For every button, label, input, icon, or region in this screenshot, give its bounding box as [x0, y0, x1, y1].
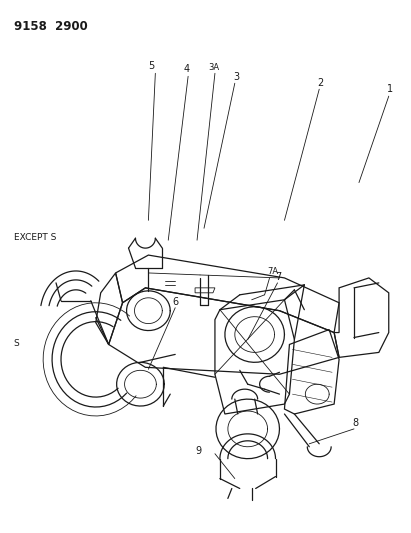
Text: 7: 7 [275, 272, 282, 282]
Text: EXCEPT S: EXCEPT S [14, 233, 56, 242]
Text: 9: 9 [195, 446, 201, 456]
Text: 1: 1 [387, 84, 393, 94]
Text: 2: 2 [317, 78, 323, 88]
Text: 9158  2900: 9158 2900 [14, 20, 88, 34]
Text: 5: 5 [148, 61, 155, 71]
Text: 8: 8 [352, 418, 358, 428]
Text: 3A: 3A [208, 63, 219, 72]
Text: S: S [14, 339, 19, 348]
Text: 7A: 7A [268, 268, 279, 277]
Text: 6: 6 [172, 297, 178, 307]
Text: 4: 4 [183, 64, 189, 74]
Text: 3: 3 [233, 72, 239, 82]
